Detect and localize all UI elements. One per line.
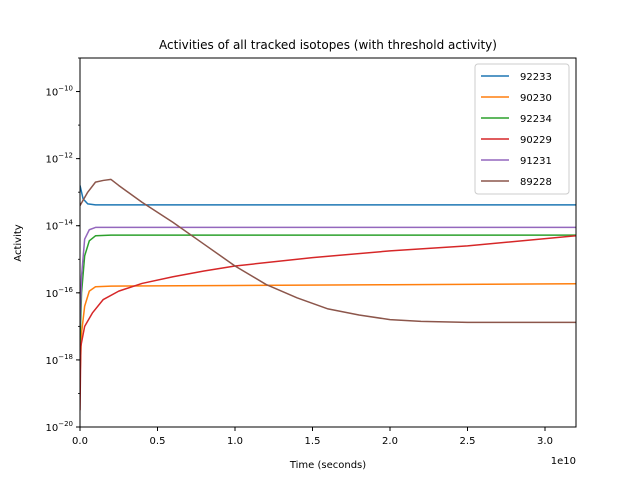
series-line-92233 — [80, 185, 576, 206]
y-tick-label: 10−20 — [45, 420, 73, 434]
legend-label: 90229 — [520, 135, 552, 146]
legend-label: 90230 — [520, 93, 552, 104]
y-axis-label: Activity — [13, 224, 24, 261]
y-tick-label: 10−16 — [45, 286, 73, 300]
x-axis-offset-label: 1e10 — [551, 456, 576, 467]
x-tick-label: 3.0 — [537, 436, 553, 447]
y-tick-label: 10−18 — [45, 353, 73, 367]
chart-title: Activities of all tracked isotopes (with… — [159, 38, 497, 52]
plot-frame — [79, 57, 577, 428]
y-tick-label: 10−14 — [45, 219, 73, 233]
x-tick-label: 1.0 — [227, 436, 243, 447]
series-line-90230 — [80, 283, 576, 377]
x-axis-ticks: 0.0 0.5 1.0 1.5 2.0 2.5 3.0 — [72, 427, 553, 447]
y-tick-label: 10−12 — [45, 152, 73, 166]
x-axis-label: Time (seconds) — [289, 460, 366, 471]
series-line-90229 — [80, 235, 576, 411]
y-axis-ticks: 10−10 10−12 10−14 10−16 10−18 10−20 — [45, 57, 80, 434]
x-tick-label: 2.5 — [460, 436, 476, 447]
legend-label: 89228 — [520, 177, 552, 188]
series-line-91231 — [80, 226, 576, 327]
legend-label: 92234 — [520, 114, 552, 125]
plot-area — [80, 178, 576, 411]
x-tick-label: 1.5 — [305, 436, 321, 447]
legend-label: 91231 — [520, 156, 552, 167]
x-tick-label: 0.5 — [150, 436, 166, 447]
legend: 92233 90230 92234 90229 91231 89228 — [474, 63, 570, 195]
x-tick-label: 0.0 — [72, 436, 88, 447]
series-line-89228 — [80, 178, 576, 324]
legend-label: 92233 — [520, 72, 552, 83]
legend-box — [474, 63, 570, 195]
x-tick-label: 2.0 — [382, 436, 398, 447]
y-tick-label: 10−10 — [45, 85, 73, 99]
